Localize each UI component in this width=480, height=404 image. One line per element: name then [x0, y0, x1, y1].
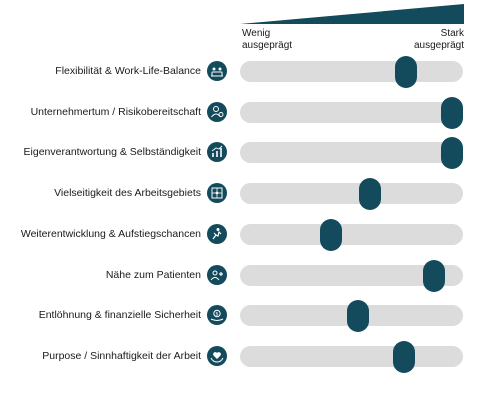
slider-track: [240, 61, 463, 82]
slider-knob: [441, 137, 463, 170]
svg-text:$: $: [215, 312, 218, 318]
attribute-label: Nähe zum Patienten: [105, 268, 201, 281]
attribute-label: Flexibilität & Work-Life-Balance: [55, 65, 201, 77]
team-laptop-icon: [207, 61, 227, 81]
slider-track: [240, 142, 463, 164]
slider-knob: [394, 56, 417, 88]
slider-knob: [346, 300, 369, 333]
attribute-row: Purpose / Sinnhaftigkeit der Arbeit: [0, 340, 480, 373]
scale-label-high: Stark ausgeprägt: [414, 28, 464, 52]
attribute-label: Eigenverantwortung & Selbständigkeit: [23, 146, 201, 159]
patient-care-icon: [207, 264, 227, 285]
attribute-row: Nähe zum Patienten: [0, 259, 480, 292]
attribute-label: Weiterentwicklung & Aufstiegschancen: [20, 227, 201, 240]
slider-track: [240, 223, 463, 245]
climbing-person-icon: [207, 223, 227, 244]
attribute-row: Eigenverantwortung & Selbständigkeit: [0, 137, 480, 170]
attribute-label: Entlöhnung & finanzielle Sicherheit: [38, 309, 201, 322]
slider-knob: [441, 96, 463, 129]
puzzle-icon: [207, 183, 227, 204]
attribute-label: Vielseitigkeit des Arbeitsgebiets: [54, 187, 201, 200]
attribute-row: Unternehmertum / Risikobereitschaft: [0, 96, 480, 129]
slider-knob: [358, 178, 381, 211]
attribute-row: Flexibilität & Work-Life-Balance: [0, 56, 480, 88]
slider-knob: [392, 340, 415, 373]
scale-label-high-line1: Stark: [440, 28, 464, 39]
attribute-row: Entlöhnung & finanzielle Sicherheit $: [0, 300, 480, 333]
attribute-label: Unternehmertum / Risikobereitschaft: [30, 105, 201, 118]
intensity-wedge: [240, 4, 464, 24]
person-dollar-icon: [207, 101, 227, 122]
scale-label-low-line1: Wenig: [242, 28, 271, 39]
slider-track: [240, 183, 463, 205]
heart-hands-icon: [207, 345, 227, 366]
scale-label-low-line2: ausgeprägt: [242, 40, 293, 51]
slider-track: [240, 345, 463, 367]
slider-track: [240, 101, 463, 123]
attribute-row: Vielseitigkeit des Arbeitsgebiets: [0, 178, 480, 211]
scale-label-low: Wenig ausgeprägt: [242, 28, 292, 52]
slider-knob: [320, 218, 343, 251]
scale-label-high-line2: ausgeprägt: [413, 40, 464, 51]
money-hand-icon: $: [207, 305, 227, 326]
slider-knob: [422, 259, 445, 292]
slider-track: [240, 264, 463, 286]
growth-chart-icon: [207, 142, 227, 163]
attribute-row: Weiterentwicklung & Aufstiegschancen: [0, 218, 480, 251]
attribute-label: Purpose / Sinnhaftigkeit der Arbeit: [42, 349, 201, 362]
